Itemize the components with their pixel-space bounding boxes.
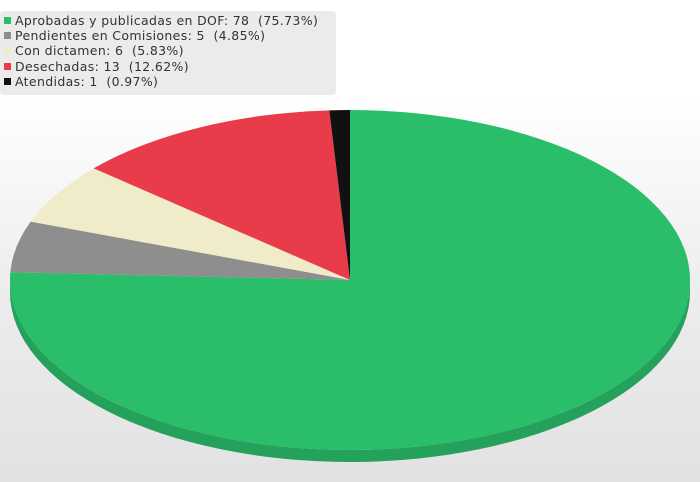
legend-swatch [4,77,11,85]
legend: Aprobadas y publicadas en DOF: 78 (75.73%)… [0,11,336,95]
legend-item[interactable]: Pendientes en Comisiones: 5 (4.85%) [3,28,336,43]
legend-item[interactable]: Con dictamen: 6 (5.83%) [3,43,336,58]
pie-slice[interactable] [30,168,350,280]
pie-slice[interactable] [10,110,691,450]
pie-slice[interactable] [93,110,350,280]
legend-label: Pendientes en Comisiones: [15,28,193,44]
legend-item[interactable]: Atendidas: 1 (0.97%) [3,74,336,89]
legend-swatch [4,32,11,40]
legend-swatch [4,47,11,55]
legend-swatch [4,62,11,70]
legend-percent: (75.73%) [257,13,319,29]
legend-value: 13 [103,58,121,74]
legend-label: Con dictamen: [15,43,111,59]
legend-value: 1 [89,73,98,89]
pie-slice[interactable] [10,221,351,280]
legend-item[interactable]: Aprobadas y publicadas en DOF: 78 (75.73%) [3,13,336,28]
legend-value: 78 [232,13,250,29]
legend-label: Desechadas: [15,58,100,74]
legend-value: 6 [115,43,124,59]
legend-percent: (12.62%) [128,58,189,74]
legend-item[interactable]: Desechadas: 13 (12.62%) [3,59,336,74]
legend-percent: (4.85%) [213,28,266,44]
legend-percent: (5.83%) [131,43,184,59]
legend-label: Aprobadas y publicadas en DOF: [15,13,229,29]
legend-swatch [4,17,11,25]
legend-label: Atendidas: [15,73,86,89]
legend-value: 5 [196,28,205,44]
pie-slice[interactable] [329,110,350,280]
legend-percent: (0.97%) [106,73,159,89]
